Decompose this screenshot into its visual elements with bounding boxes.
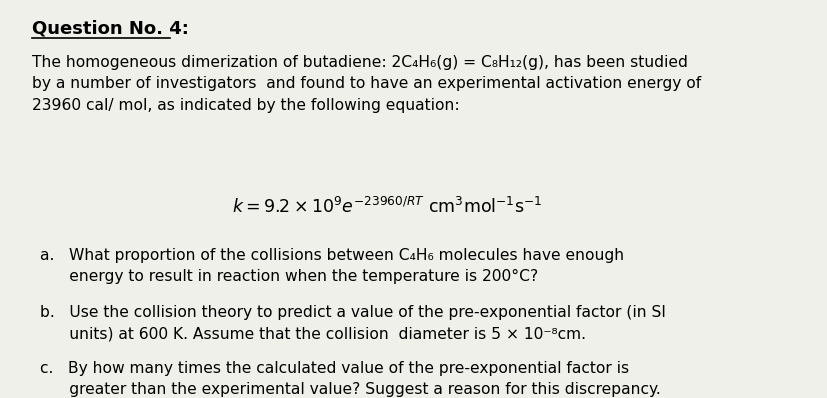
- Text: The homogeneous dimerization of butadiene: 2C₄H₆(g) = C₈H₁₂(g), has been studied: The homogeneous dimerization of butadien…: [32, 55, 700, 113]
- Text: b.   Use the collision theory to predict a value of the pre-exponential factor (: b. Use the collision theory to predict a…: [40, 304, 665, 341]
- Text: Question No. 4:: Question No. 4:: [32, 19, 189, 37]
- Text: a.   What proportion of the collisions between C₄H₆ molecules have enough
      : a. What proportion of the collisions bet…: [40, 248, 624, 285]
- Text: c.   By how many times the calculated value of the pre-exponential factor is
   : c. By how many times the calculated valu…: [40, 361, 660, 397]
- Text: $k = 9.2 \times 10^{9}e^{-23960/RT}\ \mathrm{cm^3 mol^{-1}s^{-1}}$: $k = 9.2 \times 10^{9}e^{-23960/RT}\ \ma…: [232, 197, 542, 217]
